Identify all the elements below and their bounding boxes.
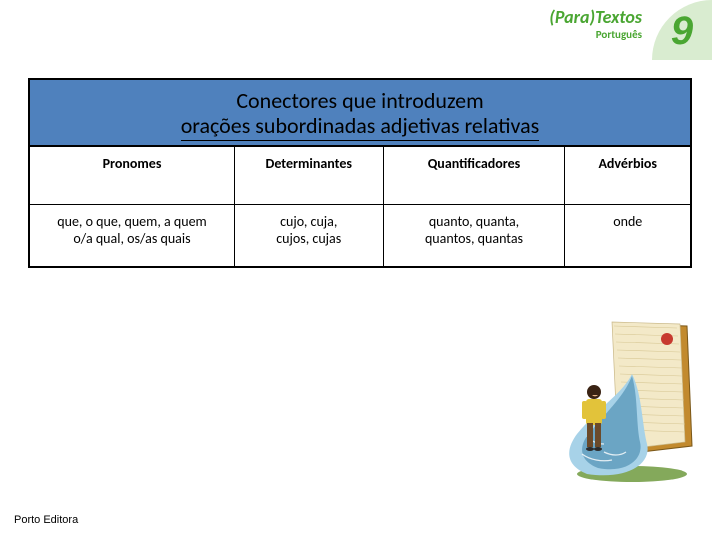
cell-determinantes: cujo, cuja,cujos, cujas (234, 204, 383, 266)
col-adverbios: Advérbios (565, 146, 691, 204)
book-illustration (532, 304, 702, 484)
brand-subtitle: Português (549, 28, 642, 41)
table-title-line2: orações subordinadas adjetivas relativas (181, 113, 540, 140)
connectors-table: Conectores que introduzem orações subord… (28, 78, 692, 268)
brand-title: (Para)Textos (549, 6, 642, 28)
cell-adverbios: onde (565, 204, 691, 266)
publisher-footer: Porto Editora (14, 514, 78, 526)
col-quantificadores: Quantificadores (383, 146, 565, 204)
table-row: que, o que, quem, a quemo/a qual, os/as … (30, 204, 691, 266)
table-title-row: Conectores que introduzem orações subord… (29, 79, 691, 146)
cell-quantificadores: quanto, quanta,quantos, quantas (383, 204, 565, 266)
col-pronomes: Pronomes (30, 146, 235, 204)
cell-pronomes: que, o que, quem, a quemo/a qual, os/as … (30, 204, 235, 266)
table-title-line1: Conectores que introduzem (236, 87, 483, 114)
col-determinantes: Determinantes (234, 146, 383, 204)
table-header-row: Pronomes Determinantes Quantificadores A… (30, 146, 691, 204)
grade-badge: 9 (652, 0, 712, 60)
badge-number: 9 (671, 9, 694, 53)
